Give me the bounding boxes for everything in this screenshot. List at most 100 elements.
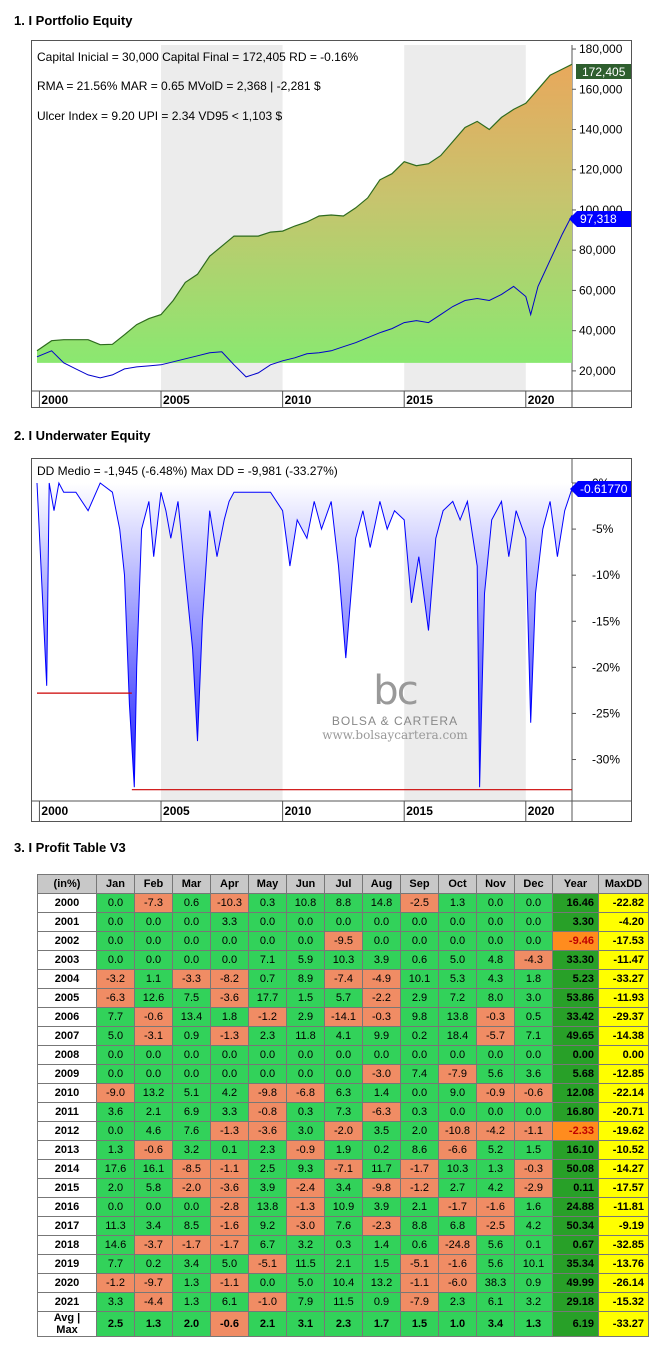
month-cell: 6.1 xyxy=(476,1292,515,1312)
month-cell: 0.3 xyxy=(286,1102,325,1122)
month-cell: 0.0 xyxy=(172,1197,211,1217)
maxdd-cell: -22.82 xyxy=(598,893,649,913)
month-cell: 13.2 xyxy=(362,1273,401,1293)
month-cell: 3.5 xyxy=(362,1121,401,1141)
row-label: 2004 xyxy=(37,969,97,989)
row-label: 2013 xyxy=(37,1140,97,1160)
month-cell: 0.0 xyxy=(286,931,325,951)
month-cell: -3.0 xyxy=(362,1064,401,1084)
month-cell: -10.3 xyxy=(210,893,249,913)
month-cell: 0.1 xyxy=(514,1235,553,1255)
month-cell: -2.4 xyxy=(286,1178,325,1198)
table-row: 2001 0.0 0.0 0.0 3.3 0.0 0.0 0.0 0.0 0.0 0.0 0.0 0.0… xyxy=(37,912,649,932)
row-label: 2021 xyxy=(37,1292,97,1312)
month-cell: 0.0 xyxy=(210,1064,249,1084)
table-row: 2014 17.6 16.1 -8.5 -1.1 2.5 9.3 -7.1 11.7 -1.7 10… xyxy=(37,1159,649,1179)
x-tick-label: 2020 xyxy=(528,393,555,407)
year-cell: 0.00 xyxy=(552,1045,599,1065)
month-cell: 1.8 xyxy=(210,1007,249,1027)
month-cell: 38.3 xyxy=(476,1273,515,1293)
month-cell: 6.1 xyxy=(210,1292,249,1312)
month-cell: 1.7 xyxy=(362,1311,401,1337)
watermark: bc BOLSA & CARTERA www.bolsaycartera.com xyxy=(310,668,480,742)
month-cell: 9.3 xyxy=(286,1159,325,1179)
equity-area xyxy=(37,64,572,363)
equity-chart-panel: 20,000 40,000 60,000 80,000 100,000 120,000 14… xyxy=(31,40,632,408)
month-cell: 0.0 xyxy=(514,1102,553,1122)
month-cell: 6.3 xyxy=(324,1083,363,1103)
month-cell: -6.0 xyxy=(438,1273,477,1293)
month-cell: -5.7 xyxy=(476,1026,515,1046)
month-cell: -1.3 xyxy=(210,1121,249,1141)
month-cell: 4.3 xyxy=(476,969,515,989)
month-cell: -0.9 xyxy=(286,1140,325,1160)
month-cell: -1.6 xyxy=(210,1216,249,1236)
column-header: MaxDD xyxy=(598,874,649,894)
month-cell: 2.1 xyxy=(248,1311,287,1337)
month-cell: 0.0 xyxy=(400,1045,439,1065)
month-cell: 0.0 xyxy=(400,912,439,932)
month-cell: 11.3 xyxy=(96,1216,135,1236)
y-tick-label: -15% xyxy=(592,614,620,628)
month-cell: 0.0 xyxy=(172,1064,211,1084)
month-cell: 0.2 xyxy=(134,1254,173,1274)
column-header: May xyxy=(248,874,287,894)
month-cell: 1.5 xyxy=(514,1140,553,1160)
month-cell: 14.6 xyxy=(96,1235,135,1255)
month-cell: 0.0 xyxy=(96,950,135,970)
month-cell: -7.9 xyxy=(400,1292,439,1312)
month-cell: -1.7 xyxy=(172,1235,211,1255)
month-cell: -3.7 xyxy=(134,1235,173,1255)
month-cell: -3.1 xyxy=(134,1026,173,1046)
month-cell: 1.3 xyxy=(514,1311,553,1337)
row-label: 2009 xyxy=(37,1064,97,1084)
month-cell: 5.8 xyxy=(134,1178,173,1198)
month-cell: 0.0 xyxy=(514,893,553,913)
month-cell: 7.7 xyxy=(96,1007,135,1027)
month-cell: 0.9 xyxy=(172,1026,211,1046)
month-cell: 2.1 xyxy=(324,1254,363,1274)
year-cell: 35.34 xyxy=(552,1254,599,1274)
table-row: 2017 11.3 3.4 8.5 -1.6 9.2 -3.0 7.6 -2.3 8.8 6.8 -2… xyxy=(37,1216,649,1236)
month-cell: 3.3 xyxy=(210,1102,249,1122)
month-cell: 0.0 xyxy=(96,1064,135,1084)
month-cell: 0.0 xyxy=(248,1064,287,1084)
month-cell: 0.0 xyxy=(134,912,173,932)
month-cell: 13.2 xyxy=(134,1083,173,1103)
profit-table-header: (in%) Jan Feb Mar Apr May Jun Jul Aug Sep Oct Nov De… xyxy=(37,874,649,894)
column-header: Aug xyxy=(362,874,401,894)
year-cell: 5.68 xyxy=(552,1064,599,1084)
month-cell: -2.5 xyxy=(476,1216,515,1236)
month-cell: 1.3 xyxy=(134,1311,173,1337)
month-cell: 0.3 xyxy=(248,893,287,913)
table-row: 2006 7.7 -0.6 13.4 1.8 -1.2 2.9 -14.1 -0.3 9.8 13.… xyxy=(37,1007,649,1027)
table-row: 2020 -1.2 -9.7 1.3 -1.1 0.0 5.0 10.4 13.2 -1.1 -6.… xyxy=(37,1273,649,1293)
y-tick-label: 160,000 xyxy=(579,82,623,96)
maxdd-cell: -22.14 xyxy=(598,1083,649,1103)
table-row: 2003 0.0 0.0 0.0 0.0 7.1 5.9 10.3 3.9 0.6 5.0 4.8 -4… xyxy=(37,950,649,970)
month-cell: -4.9 xyxy=(362,969,401,989)
month-cell: 0.0 xyxy=(514,912,553,932)
month-cell: 0.9 xyxy=(362,1292,401,1312)
month-cell: 11.7 xyxy=(362,1159,401,1179)
month-cell: 1.5 xyxy=(286,988,325,1008)
table-row: 2004 -3.2 1.1 -3.3 -8.2 0.7 8.9 -7.4 -4.9 10.1 5.3… xyxy=(37,969,649,989)
month-cell: 17.7 xyxy=(248,988,287,1008)
drawdown-area xyxy=(37,483,572,788)
month-cell: 5.6 xyxy=(476,1064,515,1084)
month-cell: 7.7 xyxy=(96,1254,135,1274)
month-cell: -1.6 xyxy=(438,1254,477,1274)
row-label: 2010 xyxy=(37,1083,97,1103)
column-header: Sep xyxy=(400,874,439,894)
month-cell: 1.4 xyxy=(362,1235,401,1255)
month-cell: 0.0 xyxy=(362,912,401,932)
underwater-info-line1: DD Medio = -1,945 (-6.48%) Max DD = -9,9… xyxy=(37,464,338,478)
month-cell: 0.0 xyxy=(438,931,477,951)
month-cell: 8.9 xyxy=(286,969,325,989)
column-header: Dec xyxy=(514,874,553,894)
month-cell: 10.3 xyxy=(324,950,363,970)
month-cell: -5.1 xyxy=(248,1254,287,1274)
maxdd-cell: -10.52 xyxy=(598,1140,649,1160)
month-cell: 8.8 xyxy=(324,893,363,913)
month-cell: 5.6 xyxy=(476,1254,515,1274)
